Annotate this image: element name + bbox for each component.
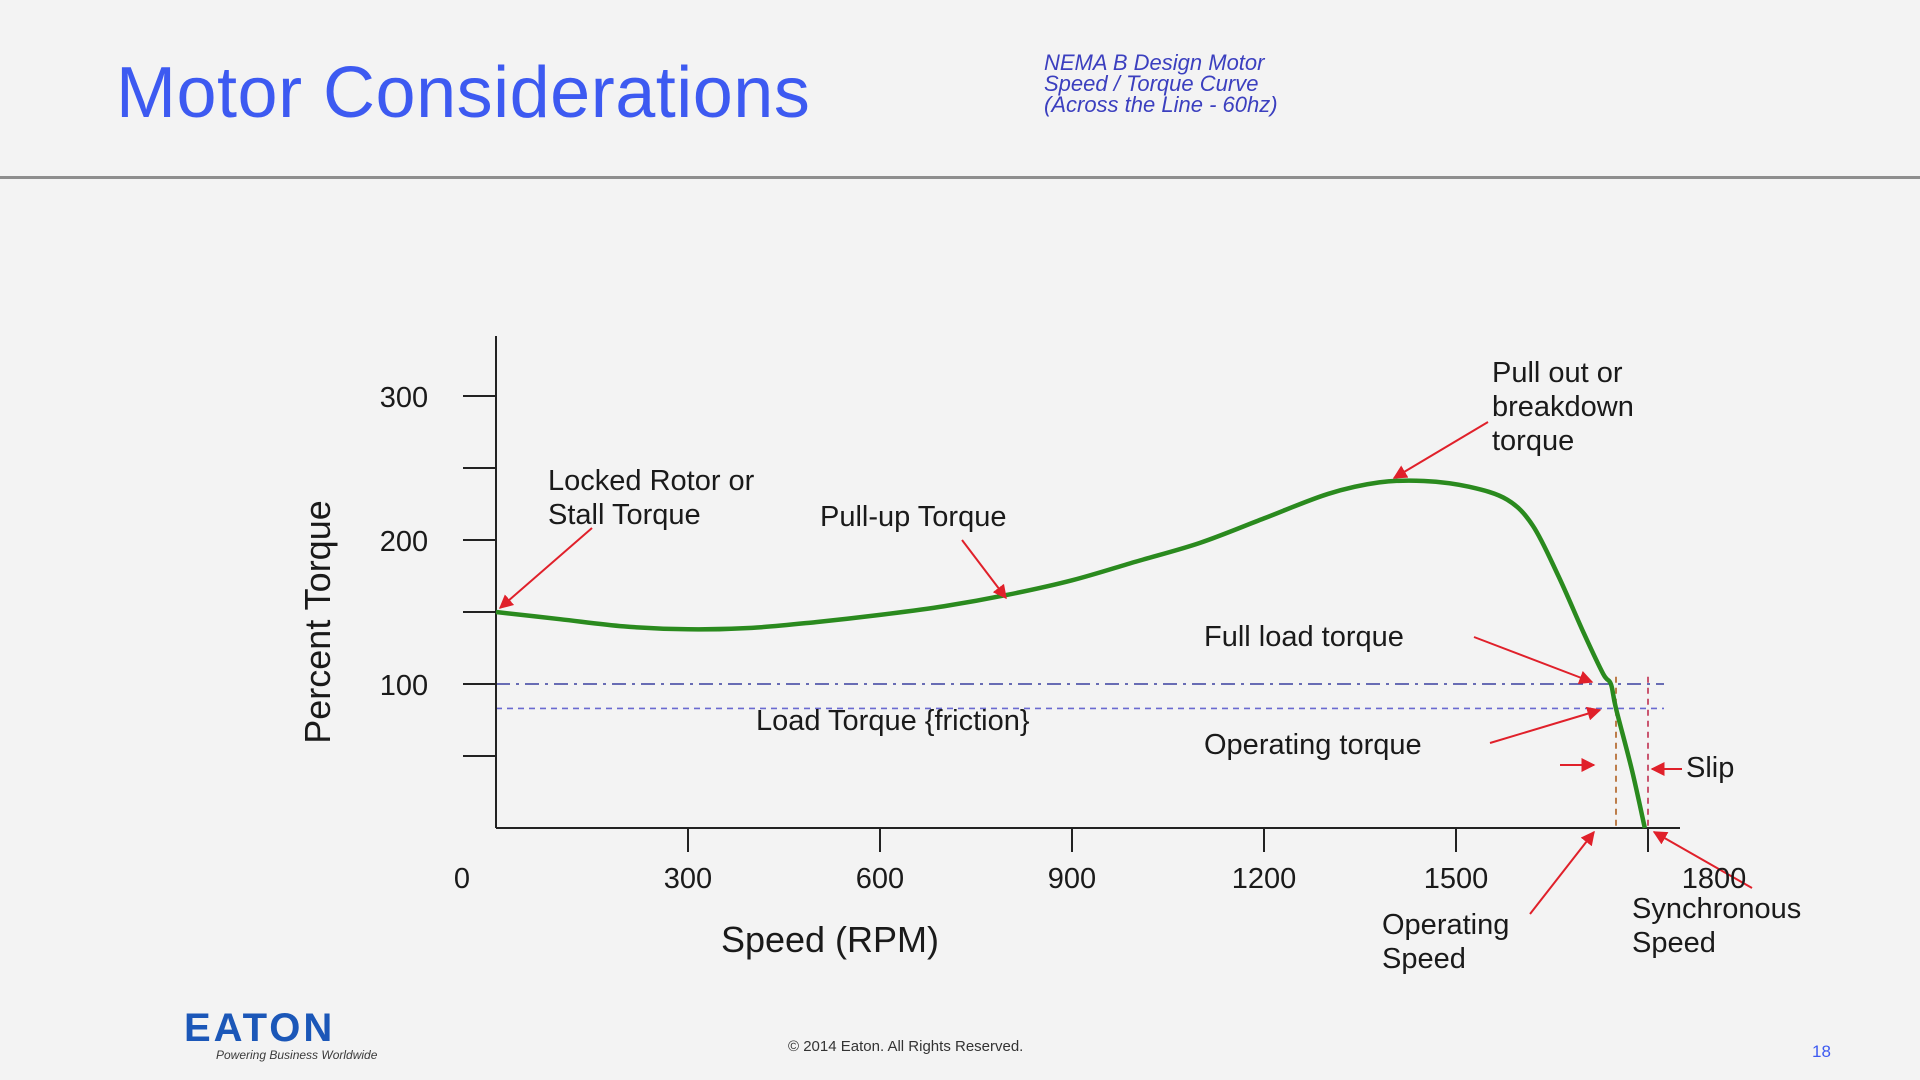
x-tick-label-300: 300 <box>664 863 712 895</box>
annotation-locked-rotor-line-2: Stall Torque <box>548 499 701 531</box>
annotation-breakdown-torque-line-1: Pull out or <box>1492 357 1623 389</box>
arrow-pull-up <box>961 539 1007 600</box>
arrow-operating-speed <box>1529 830 1595 915</box>
annotation-operating-speed-line-2: Speed <box>1382 943 1466 975</box>
slide-title: Motor Considerations <box>116 53 811 133</box>
annotation-operating-speed-line-1: Operating <box>1382 909 1509 941</box>
x-tick-label-1200: 1200 <box>1232 863 1297 895</box>
annotation-load-torque-line-1: Load Torque {friction} <box>756 705 1030 737</box>
arrow-full-load <box>1473 636 1594 685</box>
annotation-breakdown-torque-line-3: torque <box>1492 425 1574 457</box>
x-tick-label-600: 600 <box>856 863 904 895</box>
logo-tagline: Powering Business Worldwide <box>216 1048 378 1062</box>
annotation-operating-torque-line-1: Operating torque <box>1204 729 1422 761</box>
x-axis-title: Speed (RPM) <box>721 919 939 960</box>
annotation-locked-rotor-line-1: Locked Rotor or <box>548 465 755 497</box>
arrow-operating-torque <box>1489 706 1602 744</box>
chart-subtitle: NEMA B Design Motor Speed / Torque Curve… <box>1044 50 1278 117</box>
torque-curve-line <box>495 478 1647 829</box>
eaton-logo: EATON Powering Business Worldwide <box>184 1008 377 1062</box>
arrow-synchronous-speed <box>1652 831 1753 889</box>
header-divider <box>0 176 1920 179</box>
annotation-breakdown-torque-line-2: breakdown <box>1492 391 1634 423</box>
page-number: 18 <box>1812 1042 1831 1061</box>
x-tick-label-1800: 1800 <box>1682 863 1747 895</box>
y-axis-title: Percent Torque <box>297 500 338 744</box>
subtitle-line-2: Speed / Torque Curve <box>1044 71 1259 96</box>
y-tick-label-200: 200 <box>380 526 428 558</box>
copyright-notice: © 2014 Eaton. All Rights Reserved. <box>788 1038 1024 1055</box>
arrow-locked-rotor <box>498 527 593 609</box>
subtitle-line-1: NEMA B Design Motor <box>1044 50 1265 75</box>
annotation-full-load-torque-line-1: Full load torque <box>1204 621 1404 653</box>
arrow-breakdown <box>1392 421 1489 479</box>
x-tick-label-1500: 1500 <box>1424 863 1489 895</box>
subtitle-line-3: (Across the Line - 60hz) <box>1044 92 1278 117</box>
annotation-synchronous-speed-line-2: Speed <box>1632 927 1716 959</box>
x-tick-label-0: 0 <box>454 863 470 895</box>
x-tick-label-900: 900 <box>1048 863 1096 895</box>
annotation-synchronous-speed-line-1: Synchronous <box>1632 893 1801 925</box>
annotation-slip-line-1: Slip <box>1686 752 1734 784</box>
y-tick-label-100: 100 <box>380 670 428 702</box>
annotation-pull-up-torque-line-1: Pull-up Torque <box>820 501 1006 533</box>
logo-wordmark: EATON <box>184 1006 336 1050</box>
y-tick-label-300: 300 <box>380 382 428 414</box>
